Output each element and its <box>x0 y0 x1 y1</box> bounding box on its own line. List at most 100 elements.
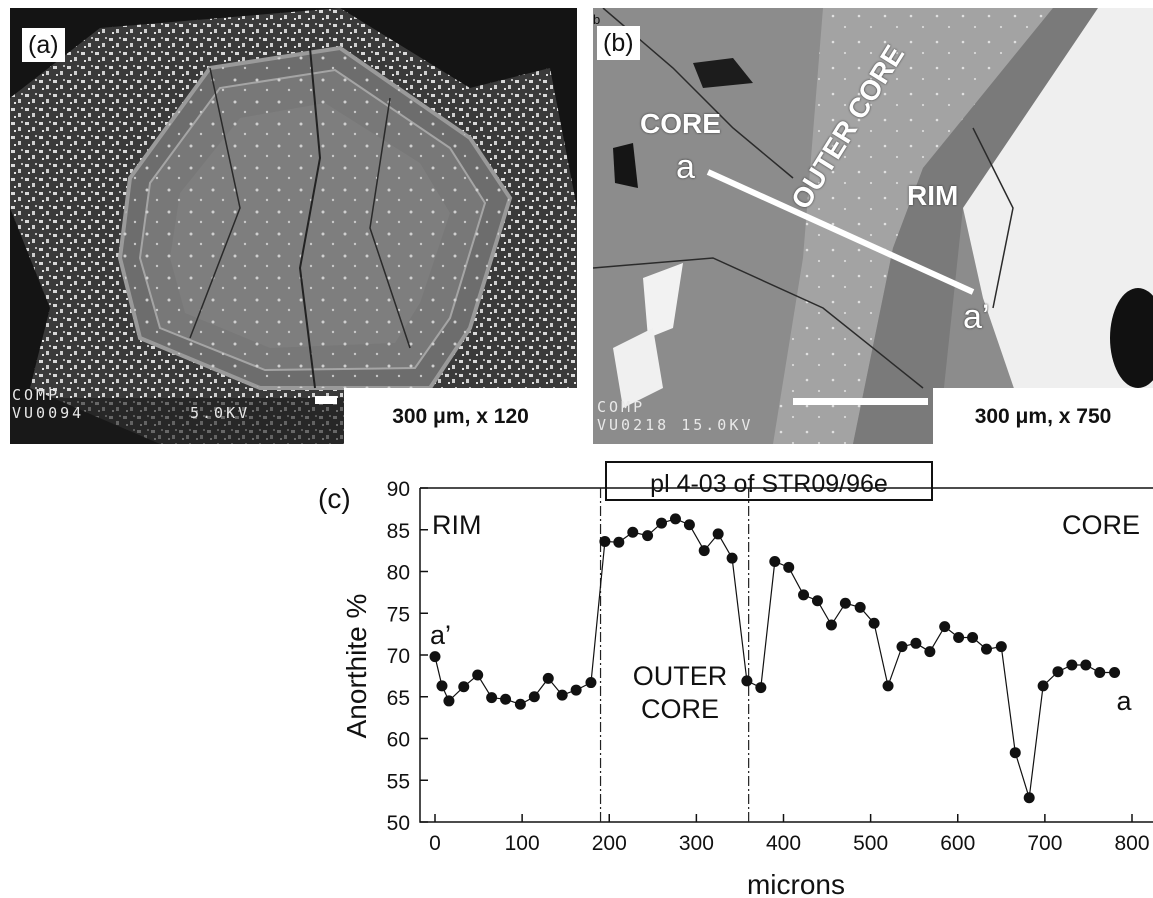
panel-a-sem-info-line1: COMP <box>12 386 61 404</box>
data-point <box>854 601 866 613</box>
data-point <box>698 545 710 557</box>
data-point <box>783 561 795 573</box>
data-point <box>868 617 880 629</box>
data-point <box>896 641 908 653</box>
plot-area: 50 55 60 65 70 75 80 85 90 0 100 200 300 400 500 600 700… <box>387 478 1153 855</box>
data-point <box>436 680 448 692</box>
y-tick-label: 65 <box>387 687 410 710</box>
data-point <box>1037 680 1049 692</box>
data-point <box>1052 666 1064 678</box>
data-point <box>642 530 654 542</box>
profile-line <box>706 169 975 295</box>
zone-label-core: CORE <box>640 108 721 139</box>
data-point <box>528 691 540 703</box>
data-point <box>1023 792 1035 804</box>
y-axis-label: Anorthite % <box>341 594 372 739</box>
x-tick-label: 500 <box>853 832 888 855</box>
data-point <box>472 669 484 681</box>
data-point <box>500 693 512 705</box>
data-point <box>669 513 681 525</box>
annotation-a-prime: a’ <box>430 620 451 650</box>
profile-point-a-prime: a’ <box>963 298 990 336</box>
data-point <box>939 621 951 633</box>
data-point <box>967 631 979 643</box>
x-tick-label: 0 <box>429 832 441 855</box>
crystal-image-a <box>10 8 577 444</box>
data-point <box>585 677 597 689</box>
data-point <box>542 672 554 684</box>
y-tick-label: 70 <box>387 645 410 668</box>
data-point <box>953 631 965 643</box>
panel-a-sem-info-line3: 5.0KV <box>190 404 251 422</box>
data-point <box>811 595 823 607</box>
x-tick-label: 800 <box>1114 832 1149 855</box>
x-axis-label: microns <box>747 869 845 898</box>
chart-title-box <box>605 461 933 501</box>
panel-b-sem-info-line1: COMP <box>597 398 646 416</box>
data-point <box>924 646 936 658</box>
data-point <box>556 689 568 701</box>
data-point <box>443 695 455 707</box>
y-tick-label: 60 <box>387 729 410 752</box>
annotation-core: CORE <box>1062 510 1140 540</box>
panel-b-label: (b) <box>597 26 640 60</box>
data-point <box>712 528 724 540</box>
annotation-a: a <box>1116 686 1132 716</box>
panel-c-label: (c) <box>318 483 351 514</box>
annotation-outer-core-line2: CORE <box>641 694 719 724</box>
data-point <box>570 684 582 696</box>
y-tick-label: 85 <box>387 520 410 543</box>
data-point <box>486 692 498 704</box>
data-point <box>839 597 851 609</box>
data-point <box>656 517 668 529</box>
zone-label-rim: RIM <box>907 180 959 211</box>
sem-image-a: (a) COMP VU0094 5.0KV 300 μm, x 120 <box>10 8 577 444</box>
annotation-outer-core-line1: OUTER <box>633 661 728 691</box>
y-tick-label: 75 <box>387 603 410 626</box>
data-point <box>825 619 837 631</box>
y-tick-label: 80 <box>387 562 410 585</box>
data-point <box>683 519 695 531</box>
panel-b-sem-info-line2: VU0218 15.0KV <box>597 416 754 434</box>
data-point <box>755 682 767 694</box>
data-point <box>741 675 753 687</box>
data-point <box>726 552 738 564</box>
data-point <box>882 680 894 692</box>
x-tick-label: 600 <box>940 832 975 855</box>
panel-a-sem-info-line2: VU0094 <box>12 404 85 422</box>
data-point <box>769 555 781 567</box>
y-tick-label: 55 <box>387 770 410 793</box>
data-point <box>429 651 441 663</box>
chart-title: pl 4-03 of STR09/96e <box>650 470 888 498</box>
panel-b-corner-mark: b <box>593 12 601 27</box>
data-point <box>599 535 611 547</box>
data-point <box>627 526 639 538</box>
axes-frame <box>419 488 1153 823</box>
data-point <box>1066 659 1078 671</box>
panel-a-scale-label: 300 μm, x 120 <box>344 388 577 444</box>
panel-b-scale-label: 300 μm, x 750 <box>933 388 1153 444</box>
data-point <box>910 637 922 649</box>
crystal-image-b <box>593 8 1153 444</box>
annotation-rim: RIM <box>432 510 482 540</box>
data-point <box>613 536 625 548</box>
data-point <box>514 698 526 710</box>
x-tick-label: 400 <box>766 832 801 855</box>
x-tick-label: 300 <box>679 832 714 855</box>
data-point <box>981 643 993 655</box>
x-tick-label: 100 <box>505 832 540 855</box>
y-tick-label: 90 <box>387 478 410 501</box>
x-tick-label: 700 <box>1027 832 1062 855</box>
x-tick-label: 200 <box>592 832 627 855</box>
panel-a-label: (a) <box>22 28 65 62</box>
profile-point-a: a <box>676 148 695 186</box>
data-point <box>798 589 810 601</box>
data-point <box>1009 747 1021 759</box>
data-point <box>1094 667 1106 679</box>
data-point <box>1109 667 1121 679</box>
data-point <box>995 641 1007 653</box>
data-point <box>458 681 470 693</box>
y-tick-label: 50 <box>387 812 410 835</box>
data-point <box>1080 659 1092 671</box>
anorthite-profile-chart: (c) pl 4-03 of STR09/96e 50 55 60 65 70 75 80 8… <box>318 461 1153 898</box>
